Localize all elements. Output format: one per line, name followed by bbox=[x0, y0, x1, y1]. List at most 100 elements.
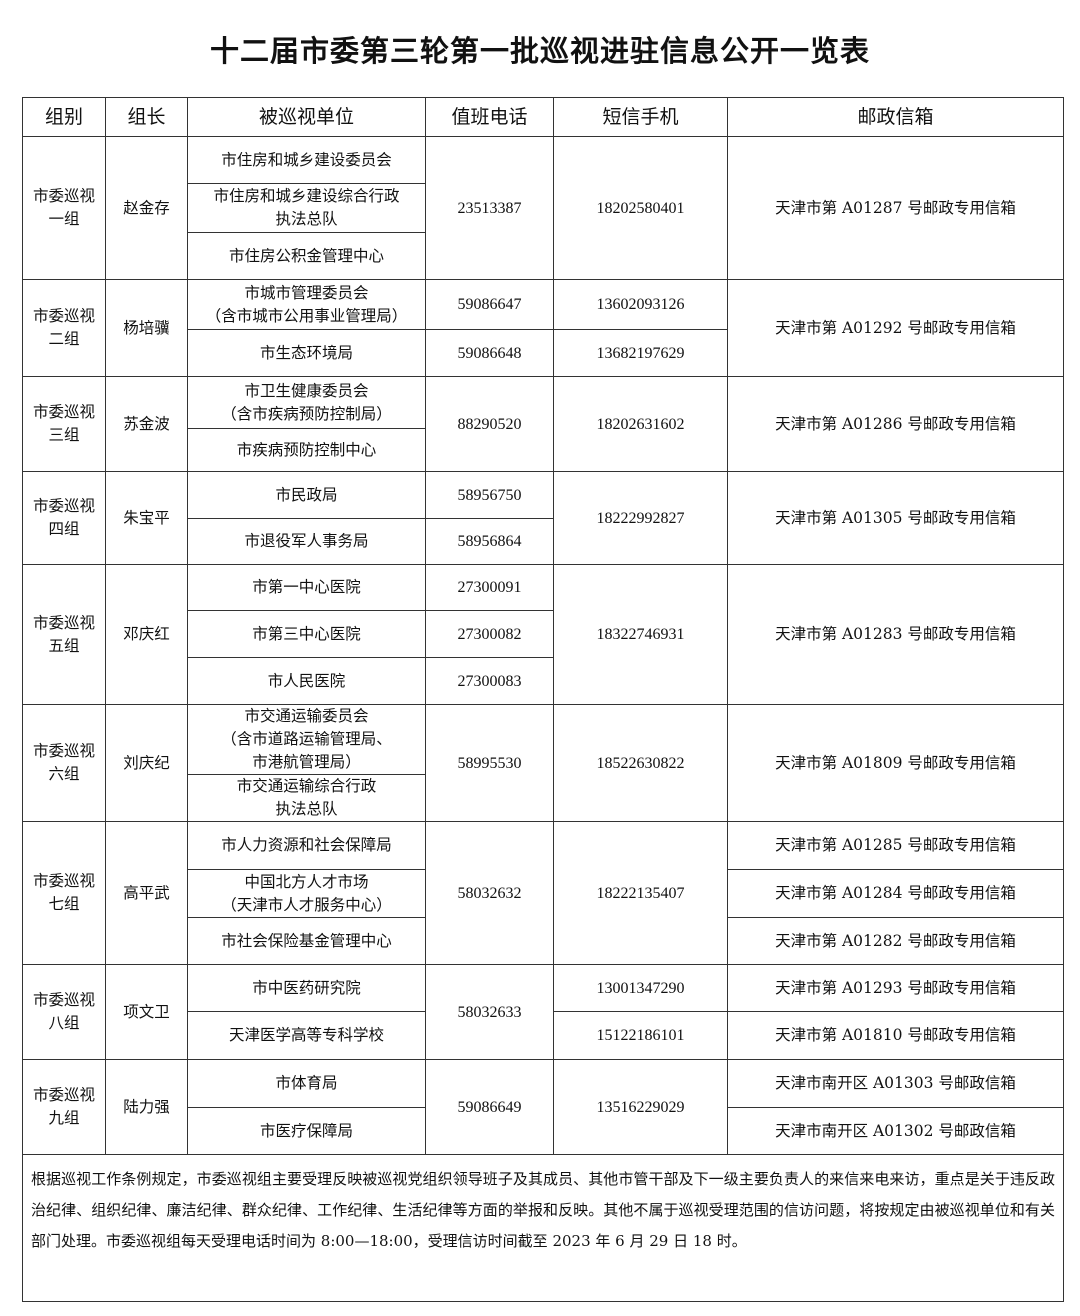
group-name: 市委巡视 七组 bbox=[22, 821, 106, 965]
duty-phone: 27300083 bbox=[425, 657, 554, 705]
inspected-unit: 市人民医院 bbox=[187, 657, 426, 705]
sms-mobile: 15122186101 bbox=[553, 1011, 728, 1060]
postal-mailbox: 天津市第 A01810 号邮政专用信箱 bbox=[727, 1011, 1064, 1060]
inspected-unit: 市体育局 bbox=[187, 1059, 426, 1108]
inspected-unit: 市交通运输综合行政 执法总队 bbox=[187, 774, 426, 822]
table-row: 中国北方人才市场 （天津市人才服务中心） 天津市第 A01284 号邮政专用信箱 bbox=[23, 869, 1064, 918]
table-row: 市住房公积金管理中心 bbox=[23, 232, 1064, 280]
table-row: 市疾病预防控制中心 bbox=[23, 428, 1064, 472]
header-row: 组别 组长 被巡视单位 值班电话 短信手机 邮政信箱 bbox=[22, 97, 1064, 137]
group-leader: 高平武 bbox=[105, 821, 188, 965]
postal-mailbox: 天津市第 A01305 号邮政专用信箱 bbox=[727, 471, 1064, 565]
postal-mailbox: 天津市第 A01286 号邮政专用信箱 bbox=[727, 376, 1064, 472]
header-phone: 值班电话 bbox=[425, 97, 554, 137]
table-row: 市委巡视 二组 杨培骥 市城市管理委员会 （含市城市公用事业管理局） 59086647… bbox=[22, 279, 1064, 377]
header-mobile: 短信手机 bbox=[553, 97, 728, 137]
group-leader: 杨培骥 bbox=[105, 279, 188, 377]
inspected-unit: 市退役军人事务局 bbox=[187, 518, 426, 565]
group-name: 市委巡视 四组 bbox=[22, 471, 106, 565]
sms-mobile: 13602093126 bbox=[553, 279, 728, 330]
table-row: 市退役军人事务局 58956864 bbox=[23, 518, 1064, 565]
group-leader: 项文卫 bbox=[105, 964, 188, 1060]
sms-mobile: 18322746931 bbox=[553, 564, 728, 705]
duty-phone: 23513387 bbox=[425, 136, 554, 280]
table-row: 市委巡视 六组 刘庆纪 市交通运输委员会 （含市道路运输管理局、 市港航管理局） 58… bbox=[22, 704, 1064, 822]
group-name: 市委巡视 九组 bbox=[22, 1059, 106, 1155]
group-leader: 赵金存 bbox=[105, 136, 188, 280]
duty-phone: 59086647 bbox=[425, 279, 554, 330]
table-row: 市人民医院 27300083 bbox=[23, 657, 1064, 705]
table-row: 市委巡视 八组 项文卫 市中医药研究院 58032633 13001347290 天津市第… bbox=[22, 964, 1064, 1060]
header-leader: 组长 bbox=[105, 97, 188, 137]
sms-mobile: 18222135407 bbox=[553, 821, 728, 965]
inspection-info-table: 组别 组长 被巡视单位 值班电话 短信手机 邮政信箱 市委巡视 一组 赵金存 市住房… bbox=[22, 97, 1064, 1302]
sms-mobile: 13516229029 bbox=[553, 1059, 728, 1155]
table-row: 市委巡视 五组 邓庆红 市第一中心医院 27300091 18322746931 天津市第… bbox=[22, 564, 1064, 705]
inspected-unit: 市人力资源和社会保障局 bbox=[187, 821, 426, 870]
inspected-unit: 中国北方人才市场 （天津市人才服务中心） bbox=[187, 869, 426, 918]
duty-phone: 59086649 bbox=[425, 1059, 554, 1155]
duty-phone: 58956864 bbox=[425, 518, 554, 565]
group-leader: 邓庆红 bbox=[105, 564, 188, 705]
inspected-unit: 市第一中心医院 bbox=[187, 564, 426, 611]
sms-mobile: 13682197629 bbox=[553, 329, 728, 377]
table-row: 市委巡视 四组 朱宝平 市民政局 58956750 18222992827 天津市第 A0… bbox=[22, 471, 1064, 565]
header-mailbox: 邮政信箱 bbox=[727, 97, 1064, 137]
group-name: 市委巡视 八组 bbox=[22, 964, 106, 1060]
duty-phone: 88290520 bbox=[425, 376, 554, 472]
group-leader: 刘庆纪 bbox=[105, 704, 188, 822]
table-row: 市社会保险基金管理中心 天津市第 A01282 号邮政专用信箱 bbox=[23, 917, 1064, 965]
duty-phone: 59086648 bbox=[425, 329, 554, 377]
table-row: 天津医学高等专科学校 15122186101 天津市第 A01810 号邮政专用信箱 bbox=[23, 1011, 1064, 1060]
duty-phone: 27300091 bbox=[425, 564, 554, 611]
table-row: 市生态环境局 59086648 13682197629 bbox=[23, 329, 1064, 377]
duty-phone: 27300082 bbox=[425, 610, 554, 658]
inspected-unit: 市社会保险基金管理中心 bbox=[187, 917, 426, 965]
table-row: 市委巡视 七组 高平武 市人力资源和社会保障局 58032632 18222135407… bbox=[22, 821, 1064, 965]
postal-mailbox: 天津市南开区 A01302 号邮政信箱 bbox=[727, 1107, 1064, 1155]
group-leader: 陆力强 bbox=[105, 1059, 188, 1155]
sms-mobile: 18522630822 bbox=[553, 704, 728, 822]
postal-mailbox: 天津市南开区 A01303 号邮政信箱 bbox=[727, 1059, 1064, 1108]
postal-mailbox: 天津市第 A01282 号邮政专用信箱 bbox=[727, 917, 1064, 965]
table-row: 市医疗保障局 天津市南开区 A01302 号邮政信箱 bbox=[23, 1107, 1064, 1155]
table-row: 市委巡视 三组 苏金波 市卫生健康委员会 （含市疾病预防控制局） 88290520 18… bbox=[22, 376, 1064, 472]
inspected-unit: 市卫生健康委员会 （含市疾病预防控制局） bbox=[187, 376, 426, 429]
group-name: 市委巡视 六组 bbox=[22, 704, 106, 822]
inspected-unit: 市中医药研究院 bbox=[187, 964, 426, 1012]
page-title: 十二届市委第三轮第一批巡视进驻信息公开一览表 bbox=[209, 34, 870, 68]
inspected-unit: 市交通运输委员会 （含市道路运输管理局、 市港航管理局） bbox=[187, 704, 426, 775]
inspected-unit: 市疾病预防控制中心 bbox=[187, 428, 426, 472]
duty-phone: 58032632 bbox=[425, 821, 554, 965]
sms-mobile: 18222992827 bbox=[553, 471, 728, 565]
inspected-unit: 市第三中心医院 bbox=[187, 610, 426, 658]
group-leader: 苏金波 bbox=[105, 376, 188, 472]
duty-phone: 58995530 bbox=[425, 704, 554, 822]
group-leader: 朱宝平 bbox=[105, 471, 188, 565]
inspected-unit: 市医疗保障局 bbox=[187, 1107, 426, 1155]
inspected-unit: 市生态环境局 bbox=[187, 329, 426, 377]
header-group: 组别 bbox=[22, 97, 106, 137]
inspected-unit: 市住房公积金管理中心 bbox=[187, 232, 426, 280]
postal-mailbox: 天津市第 A01809 号邮政专用信箱 bbox=[727, 704, 1064, 822]
inspected-unit: 市城市管理委员会 （含市城市公用事业管理局） bbox=[187, 279, 426, 330]
duty-phone: 58956750 bbox=[425, 471, 554, 519]
sms-mobile: 13001347290 bbox=[553, 964, 728, 1012]
postal-mailbox: 天津市第 A01284 号邮政专用信箱 bbox=[727, 869, 1064, 918]
group-name: 市委巡视 二组 bbox=[22, 279, 106, 377]
postal-mailbox: 天津市第 A01285 号邮政专用信箱 bbox=[727, 821, 1064, 870]
sms-mobile: 18202631602 bbox=[553, 376, 728, 472]
group-name: 市委巡视 三组 bbox=[22, 376, 106, 472]
table-row: 市委巡视 一组 赵金存 市住房和城乡建设委员会 23513387 18202580401… bbox=[22, 136, 1064, 280]
duty-phone: 58032633 bbox=[425, 964, 554, 1060]
postal-mailbox: 天津市第 A01292 号邮政专用信箱 bbox=[727, 279, 1064, 377]
postal-mailbox: 天津市第 A01293 号邮政专用信箱 bbox=[727, 964, 1064, 1012]
group-name: 市委巡视 一组 bbox=[22, 136, 106, 280]
inspected-unit: 市住房和城乡建设委员会 bbox=[187, 136, 426, 184]
table-row: 市委巡视 九组 陆力强 市体育局 59086649 13516229029 天津市南开区 … bbox=[22, 1059, 1064, 1155]
inspected-unit: 市住房和城乡建设综合行政 执法总队 bbox=[187, 183, 426, 233]
postal-mailbox: 天津市第 A01287 号邮政专用信箱 bbox=[727, 136, 1064, 280]
header-unit: 被巡视单位 bbox=[187, 97, 426, 137]
inspected-unit: 天津医学高等专科学校 bbox=[187, 1011, 426, 1060]
inspected-unit: 市民政局 bbox=[187, 471, 426, 519]
